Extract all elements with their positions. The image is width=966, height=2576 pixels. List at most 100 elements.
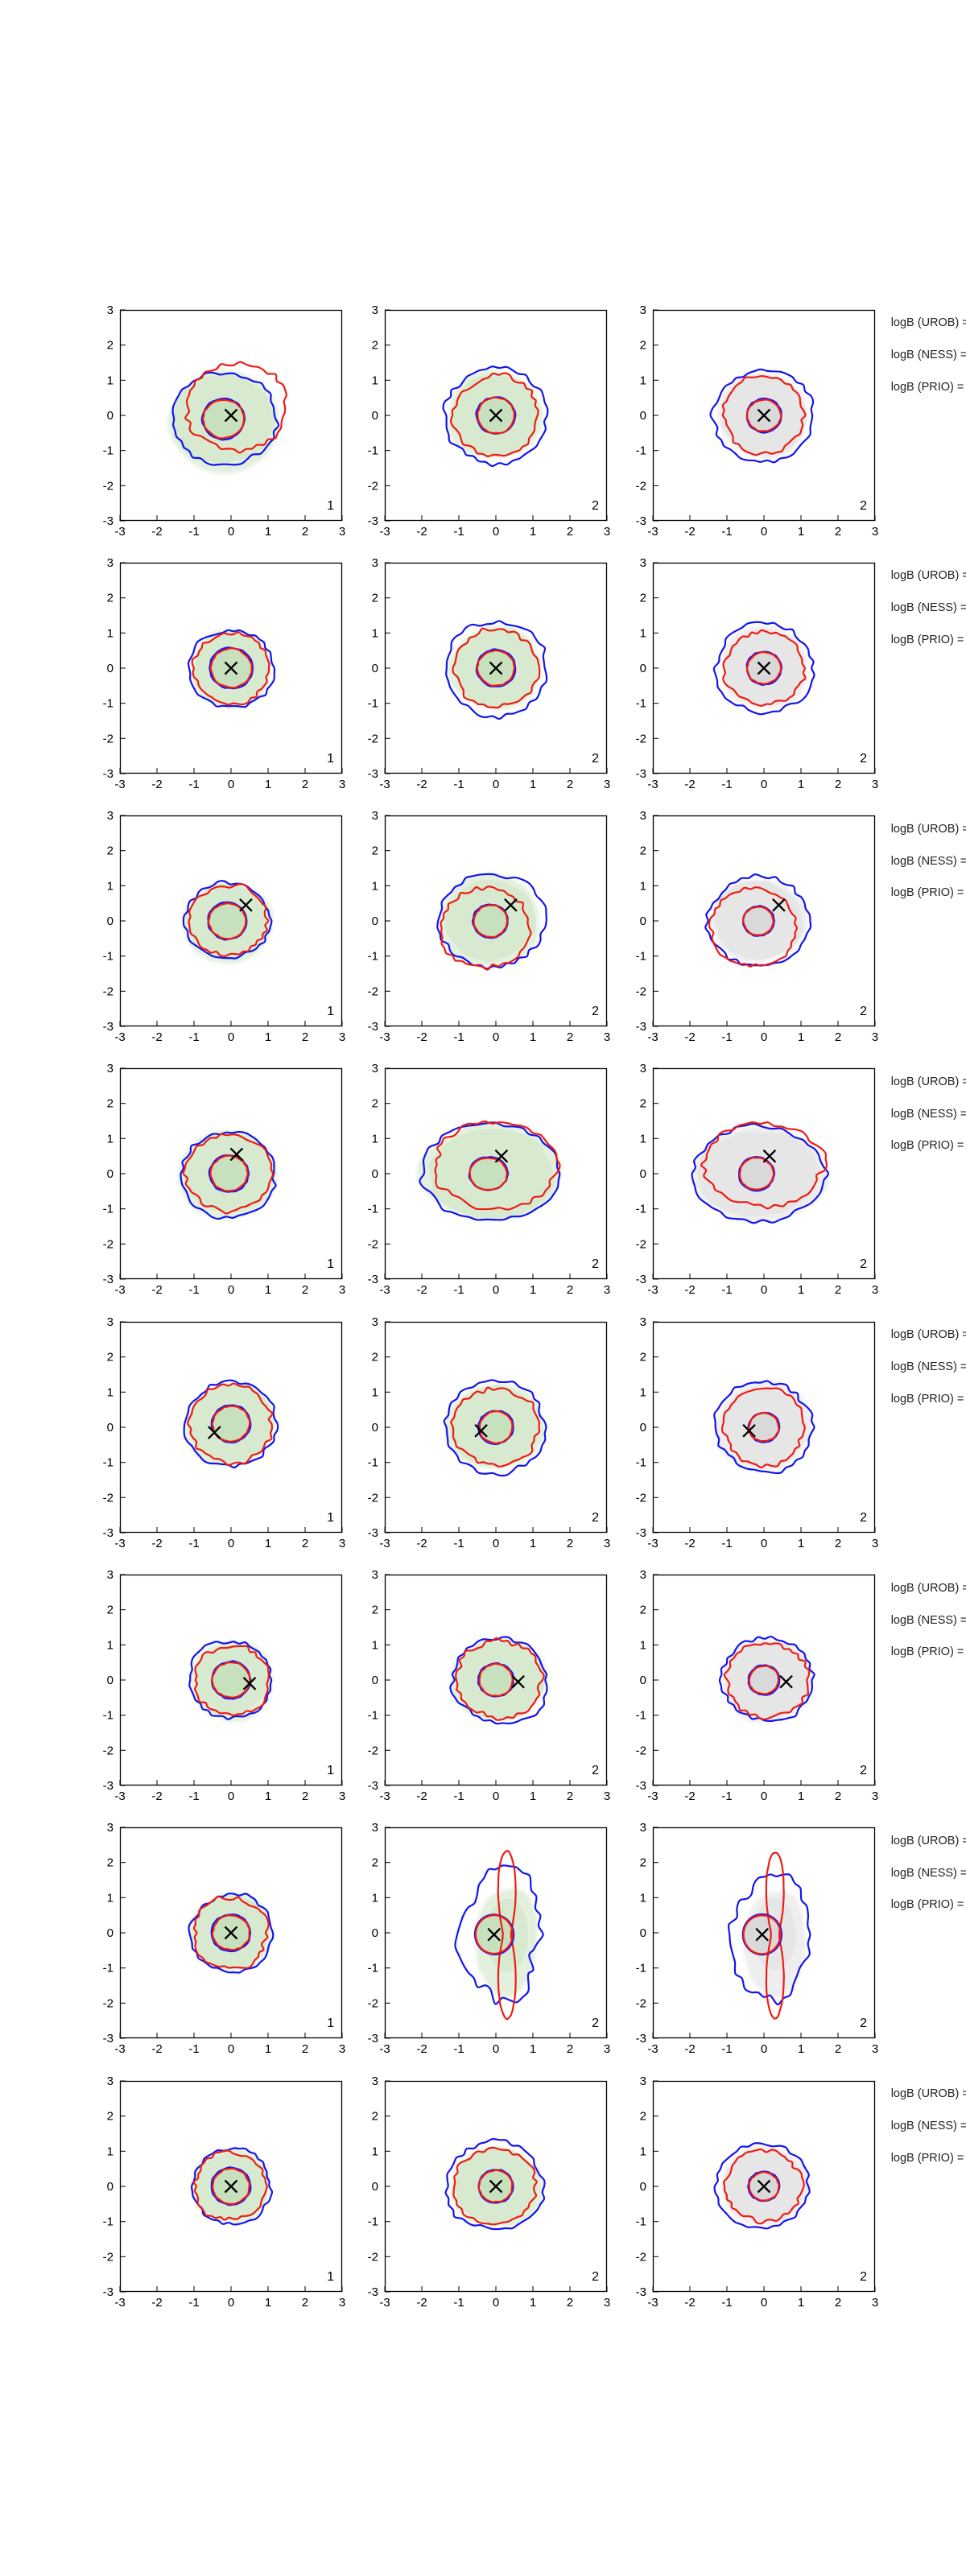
- svg-text:1: 1: [107, 1385, 114, 1399]
- svg-text:-2: -2: [416, 1537, 427, 1550]
- svg-text:-3: -3: [636, 514, 646, 528]
- svg-text:3: 3: [339, 525, 345, 539]
- svg-text:-2: -2: [684, 2042, 695, 2056]
- svg-text:-1: -1: [103, 1455, 114, 1469]
- svg-text:-1: -1: [103, 950, 114, 964]
- svg-text:-1: -1: [103, 1203, 114, 1216]
- svg-text:1: 1: [372, 1385, 378, 1399]
- svg-text:0: 0: [493, 1537, 499, 1550]
- svg-text:-2: -2: [368, 479, 378, 493]
- svg-text:2: 2: [592, 2017, 599, 2030]
- svg-text:0: 0: [372, 1926, 378, 1940]
- svg-text:3: 3: [107, 1568, 114, 1582]
- svg-text:-3: -3: [368, 1779, 378, 1793]
- svg-text:1: 1: [798, 1030, 804, 1044]
- svg-text:-1: -1: [368, 444, 378, 457]
- svg-text:-3: -3: [114, 778, 125, 791]
- svg-text:2: 2: [567, 1790, 573, 1803]
- svg-text:-3: -3: [103, 1526, 114, 1540]
- svg-text:-3: -3: [379, 1030, 390, 1044]
- svg-text:-2: -2: [684, 1790, 695, 1803]
- svg-text:1: 1: [640, 1892, 646, 1905]
- svg-text:-1: -1: [453, 1030, 464, 1044]
- svg-text:0: 0: [640, 662, 646, 675]
- svg-text:-3: -3: [636, 1526, 646, 1540]
- svg-text:0: 0: [761, 2042, 767, 2056]
- svg-text:3: 3: [604, 1030, 610, 1044]
- svg-text:-2: -2: [636, 2250, 646, 2264]
- svg-text:-1: -1: [721, 1537, 732, 1550]
- svg-text:2: 2: [107, 844, 114, 858]
- svg-text:-1: -1: [188, 778, 199, 791]
- svg-text:0: 0: [640, 1926, 646, 1940]
- svg-text:-2: -2: [151, 525, 162, 539]
- svg-text:0: 0: [107, 2180, 114, 2194]
- svg-text:1: 1: [798, 1790, 804, 1803]
- svg-text:2: 2: [592, 752, 599, 766]
- svg-text:3: 3: [372, 303, 378, 317]
- svg-text:2: 2: [372, 591, 378, 605]
- svg-text:0: 0: [493, 2042, 499, 2056]
- svg-text:2: 2: [592, 1257, 599, 1271]
- svg-text:1: 1: [327, 499, 334, 513]
- svg-text:-3: -3: [103, 514, 114, 528]
- svg-text:2: 2: [640, 2109, 646, 2123]
- svg-text:3: 3: [339, 1790, 345, 1803]
- svg-text:0: 0: [761, 525, 767, 539]
- svg-text:-3: -3: [647, 778, 658, 791]
- svg-text:-1: -1: [368, 1203, 378, 1216]
- svg-text:-3: -3: [114, 2042, 125, 2056]
- svg-text:0: 0: [107, 1926, 114, 1940]
- svg-text:2: 2: [107, 338, 114, 352]
- svg-text:0: 0: [107, 409, 114, 423]
- svg-text:-1: -1: [368, 950, 378, 964]
- svg-text:2: 2: [302, 2296, 308, 2310]
- svg-text:1: 1: [640, 1133, 646, 1146]
- svg-text:-3: -3: [636, 1779, 646, 1793]
- svg-text:-2: -2: [636, 1997, 646, 2011]
- svg-text:0: 0: [761, 1283, 767, 1297]
- svg-text:-3: -3: [379, 525, 390, 539]
- svg-text:2: 2: [860, 1764, 867, 1777]
- svg-text:-2: -2: [151, 2042, 162, 2056]
- svg-text:2: 2: [592, 499, 599, 513]
- svg-text:0: 0: [107, 1674, 114, 1687]
- svg-text:-2: -2: [636, 479, 646, 493]
- svg-text:1: 1: [372, 1133, 378, 1146]
- svg-text:-2: -2: [684, 525, 695, 539]
- svg-text:-3: -3: [368, 514, 378, 528]
- svg-text:2: 2: [567, 2296, 573, 2310]
- svg-text:0: 0: [372, 1167, 378, 1181]
- svg-text:0: 0: [493, 2296, 499, 2310]
- svg-text:-3: -3: [103, 2285, 114, 2299]
- svg-text:0: 0: [640, 1674, 646, 1687]
- svg-text:3: 3: [872, 1283, 878, 1297]
- svg-text:-1: -1: [636, 950, 646, 964]
- svg-text:0: 0: [107, 1167, 114, 1181]
- svg-text:-3: -3: [368, 2032, 378, 2046]
- svg-text:3: 3: [372, 2074, 378, 2088]
- svg-text:3: 3: [339, 2296, 345, 2310]
- svg-text:-1: -1: [453, 2042, 464, 2056]
- svg-text:-2: -2: [368, 1744, 378, 1757]
- svg-text:1: 1: [107, 2145, 114, 2158]
- svg-text:3: 3: [640, 2074, 646, 2088]
- svg-text:-1: -1: [188, 1790, 199, 1803]
- svg-text:2: 2: [640, 844, 646, 858]
- svg-text:-1: -1: [368, 2215, 378, 2228]
- svg-text:1: 1: [530, 778, 536, 791]
- svg-text:0: 0: [640, 1167, 646, 1181]
- svg-text:0: 0: [761, 2296, 767, 2310]
- svg-text:2: 2: [640, 1856, 646, 1870]
- svg-text:2: 2: [302, 1283, 308, 1297]
- svg-text:-3: -3: [647, 1790, 658, 1803]
- svg-text:-1: -1: [103, 1962, 114, 1975]
- svg-text:1: 1: [107, 374, 114, 387]
- svg-text:1: 1: [372, 1638, 378, 1652]
- svg-text:-2: -2: [151, 1030, 162, 1044]
- svg-text:2: 2: [567, 778, 573, 791]
- svg-text:0: 0: [107, 662, 114, 675]
- svg-text:2: 2: [372, 2109, 378, 2123]
- svg-text:-1: -1: [453, 778, 464, 791]
- svg-text:1: 1: [265, 2042, 271, 2056]
